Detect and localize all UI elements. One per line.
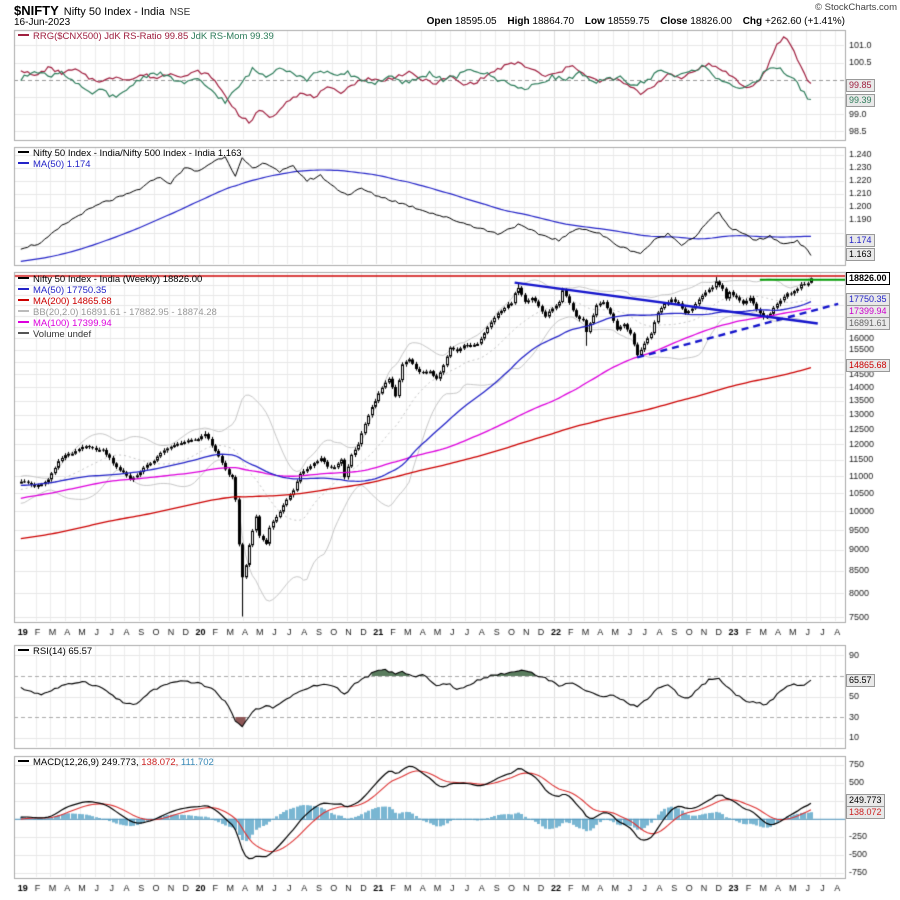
symbol-name: Nifty 50 Index - India [63,6,165,18]
axis-value-box-rrg: 99.85 [846,78,875,92]
legend-swatch-icon [18,277,29,280]
exchange: NSE [169,7,191,18]
legend-text: Volume undef [33,329,92,340]
low-label: Low [584,16,605,27]
chg-label: Chg [742,16,763,27]
header-right: © StockCharts.com [815,2,897,13]
legend-text: JdK RS-Mom 99.39 [190,31,274,42]
axis-value-box-price: 18826.00 [846,271,890,285]
legend-text: RRG($CNX500) [33,31,105,42]
legend-ratio-row-0: Nifty 50 Index - India/Nifty 500 Index -… [18,148,242,159]
legend-text: JdK RS-Ratio 99.85 [104,31,191,42]
legend-text: MA(100) 17399.94 [33,318,112,329]
chg-value: +262.60 (+1.41%) [764,16,845,27]
legend-rsi-row-0: RSI(14) 65.57 [18,646,92,657]
legend-text: MA(200) 14865.68 [33,296,112,307]
axis-value-box-price: 16891.61 [846,317,890,331]
low-value: 18559.75 [607,16,650,27]
legend-text: 111.702 [178,757,214,768]
open-label: Open [426,16,453,27]
legend-rrg-row-0: RRG($CNX500) JdK RS-Ratio 99.85 JdK RS-M… [18,31,274,42]
legend-swatch-icon [18,332,29,335]
symbol: $NIFTY [14,3,59,18]
axis-value-box-rsi: 65.57 [846,673,875,687]
legend-text: MACD(12,26,9) 249.773, [33,757,139,768]
legend-swatch-icon [18,34,29,37]
axis-value-box-ratio: 1.174 [846,233,875,247]
legend-macd-row-0: MACD(12,26,9) 249.773, 138.072, 111.702 [18,757,214,768]
legend-swatch-icon [18,310,29,313]
legend-price-row-5: Volume undef [18,329,91,340]
legend-text: 138.072, [138,757,179,768]
legend-price-row-3: BB(20,2.0) 16891.61 - 17882.95 - 18874.2… [18,307,217,318]
axis-value-box-rrg: 99.39 [846,94,875,108]
legend-swatch-icon [18,299,29,302]
ohlc-quote-line: Open 18595.05 High 18864.70 Low 18559.75… [427,16,845,27]
legend-text: Nifty 50 Index - India (Weekly) 18826.00 [33,274,203,285]
legend-text: RSI(14) 65.57 [33,646,93,657]
legend-text: MA(50) 17750.35 [33,285,107,296]
axis-value-box-ratio: 1.163 [846,248,875,262]
legend-text: BB(20,2.0) 16891.61 - 17882.95 - 18874.2… [33,307,217,318]
legend-swatch-icon [18,760,29,763]
legend-swatch-icon [18,162,29,165]
chart-date: 16-Jun-2023 [14,17,71,28]
legend-text: Nifty 50 Index - India/Nifty 500 Index -… [33,148,242,159]
legend-swatch-icon [18,151,29,154]
legend-swatch-icon [18,321,29,324]
chart-header: $NIFTY Nifty 50 Index - India NSE [14,2,190,20]
axis-value-box-price: 14865.68 [846,358,890,372]
legend-price-row-4: MA(100) 17399.94 [18,318,112,329]
legend-ratio-row-1: MA(50) 1.174 [18,159,91,170]
close-label: Close [660,16,688,27]
high-label: High [507,16,530,27]
legend-price-row-1: MA(50) 17750.35 [18,285,106,296]
open-value: 18595.05 [454,16,497,27]
close-value: 18826.00 [690,16,732,27]
axis-value-box-macd: 138.072 [846,806,885,820]
legend-price-row-2: MA(200) 14865.68 [18,296,112,307]
legend-swatch-icon [18,649,29,652]
high-value: 18864.70 [532,16,575,27]
legend-price-row-0: Nifty 50 Index - India (Weekly) 18826.00 [18,274,202,285]
legend-swatch-icon [18,288,29,291]
legend-text: MA(50) 1.174 [33,159,91,170]
copyright: © StockCharts.com [815,2,897,13]
